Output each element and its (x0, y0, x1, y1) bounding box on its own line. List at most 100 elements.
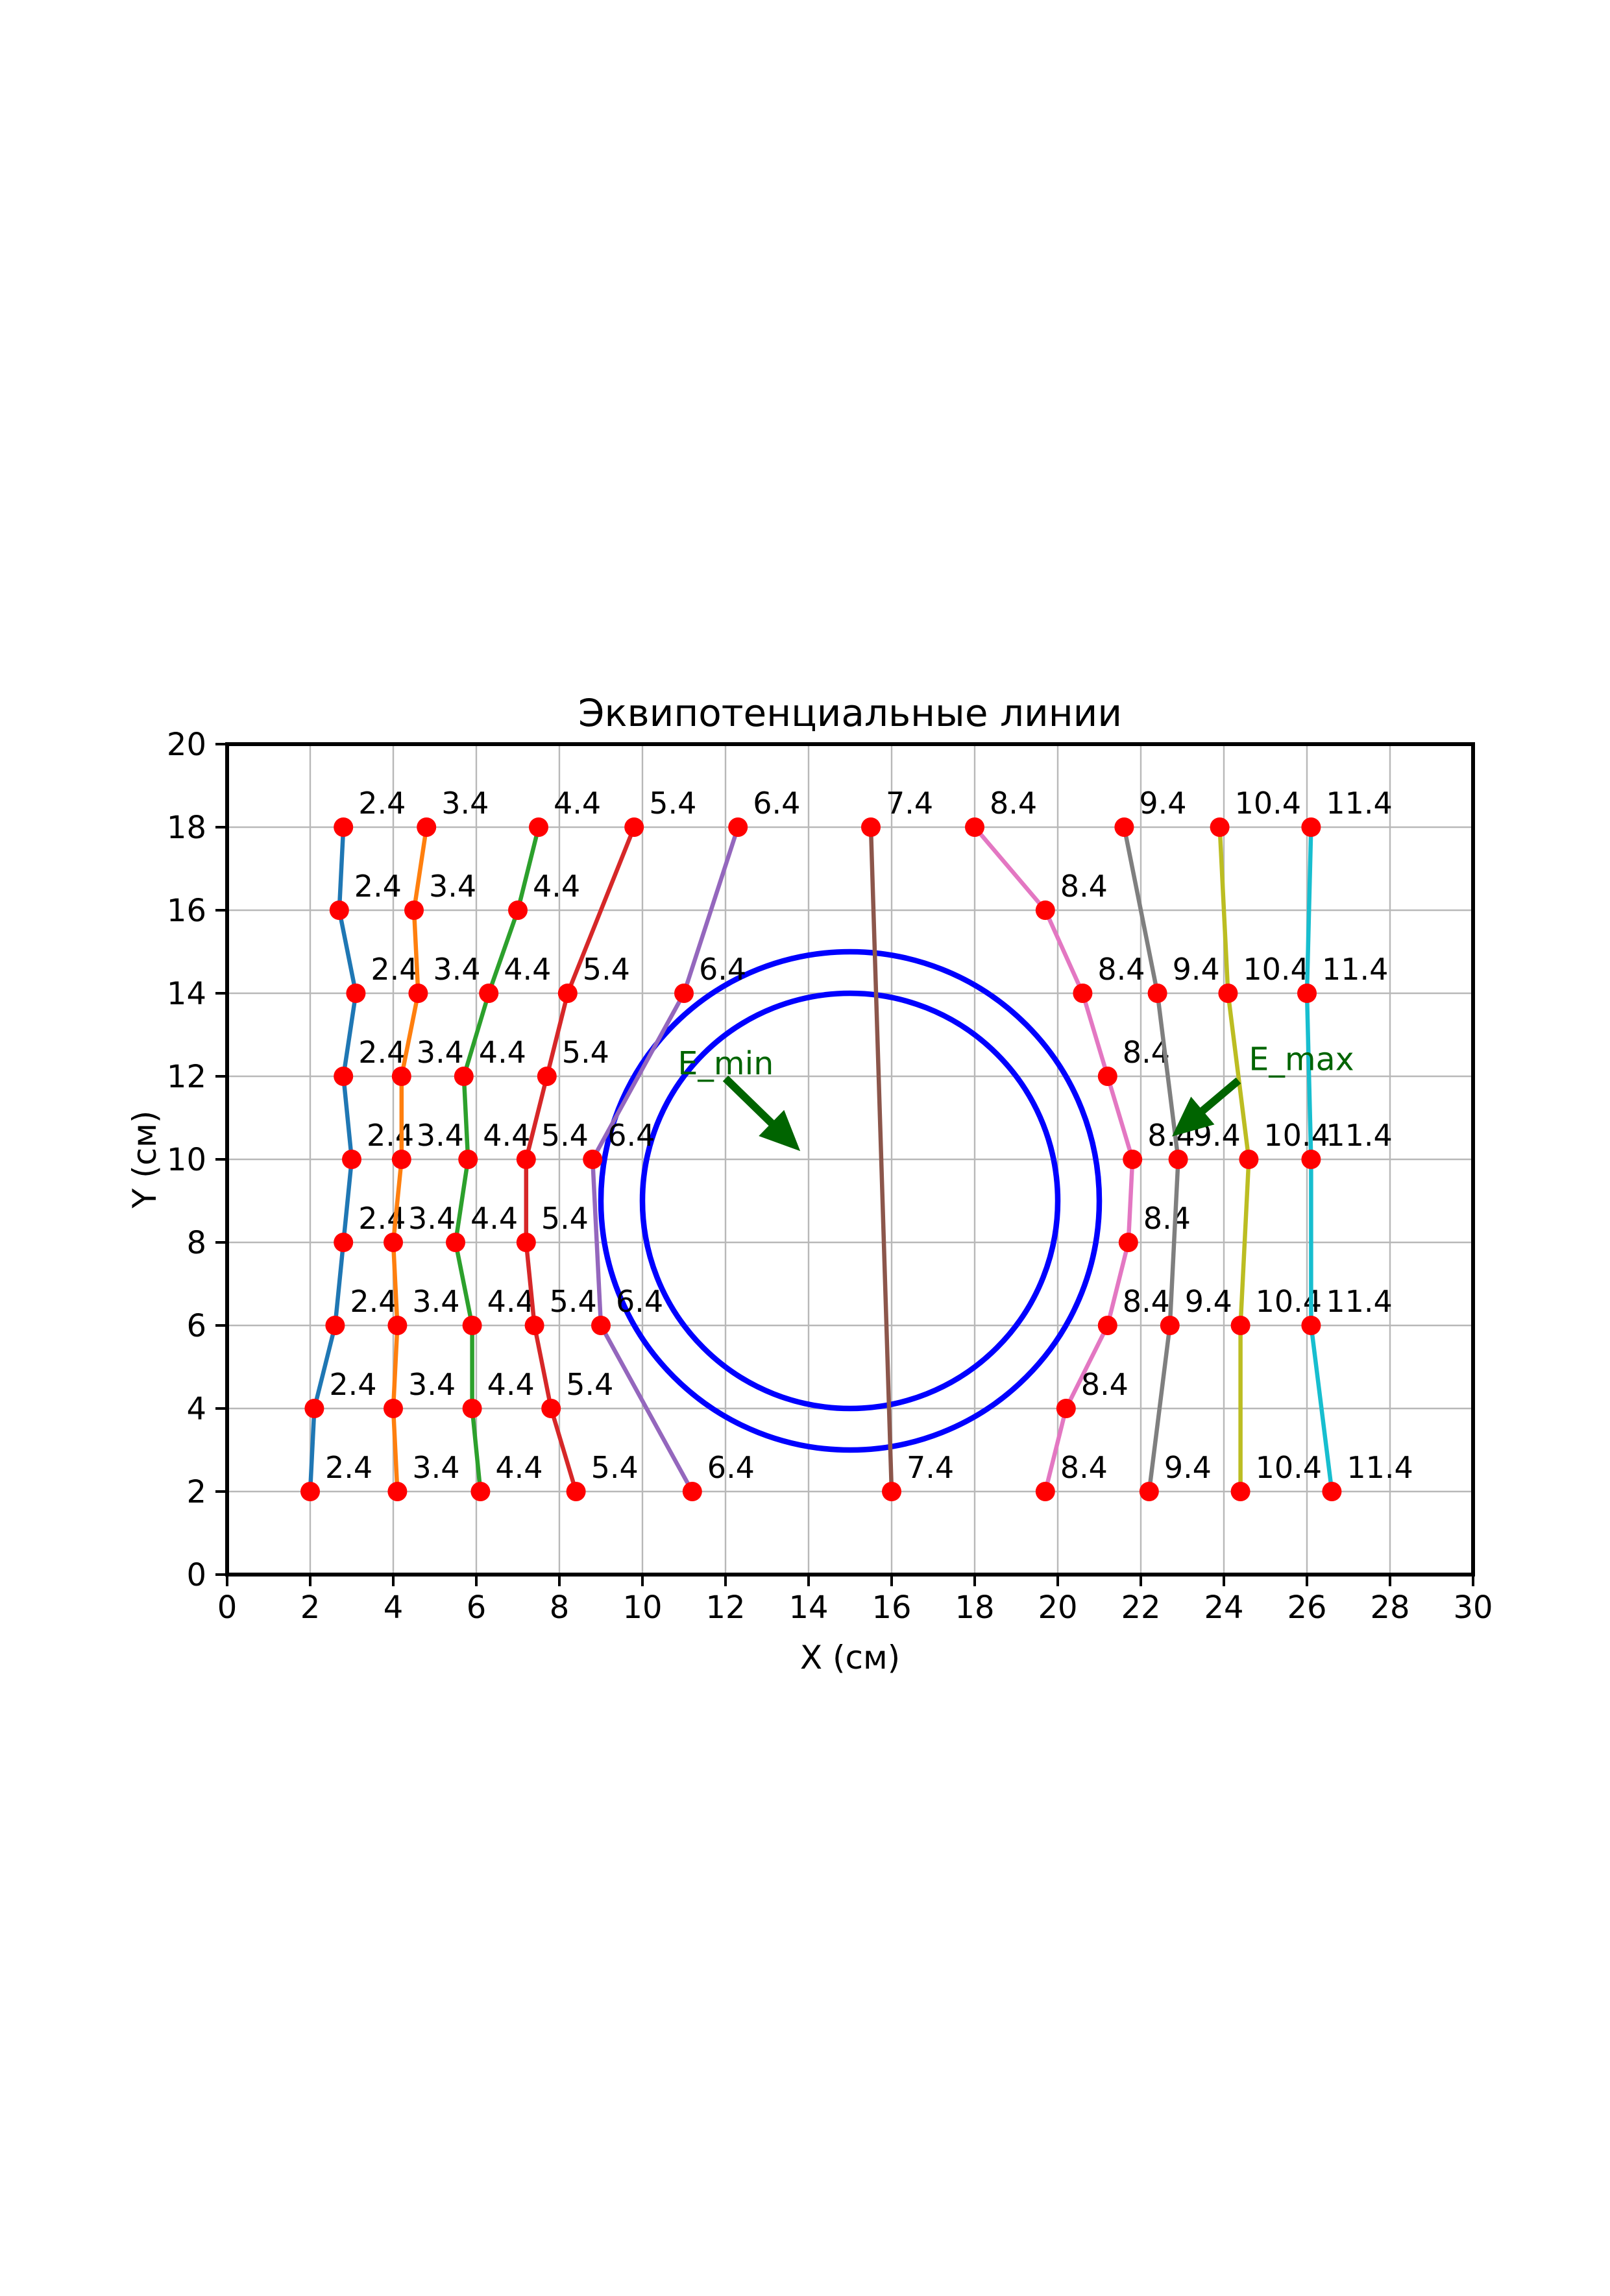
point-value-label: 3.4 (429, 869, 476, 904)
data-point (1073, 984, 1093, 1003)
series-7.4: 7.4 7.4 (861, 786, 954, 1501)
point-value-label: 8.4 (990, 786, 1037, 821)
series-6.4: 6.4 6.4 6.4 6.4 6.4 (583, 786, 800, 1501)
point-value-label: 2.4 (367, 1118, 414, 1153)
data-point (446, 1233, 465, 1252)
x-tick-label: 0 (217, 1589, 238, 1626)
series-9.4: 9.49.49.49.49.4 (1114, 786, 1241, 1501)
point-value-label: 5.4 (541, 1118, 589, 1153)
data-point (965, 817, 984, 837)
x-tick-label: 2 (300, 1589, 321, 1626)
data-point (1301, 1316, 1321, 1335)
data-point (541, 1399, 561, 1418)
annotation-label: E_min (677, 1045, 774, 1082)
plot-area-frame (225, 742, 1475, 1577)
point-value-label: 2.4 (329, 1367, 376, 1402)
series-5.4: 5.4 5.4 5.4 5.4 5.4 5.4 5.4 5.4 (516, 786, 696, 1501)
x-tick-label: 28 (1370, 1589, 1409, 1626)
data-point (300, 1482, 320, 1501)
data-point (583, 1150, 603, 1169)
x-tick-label: 4 (384, 1589, 404, 1626)
point-value-label: 11.4 (1322, 952, 1388, 987)
point-value-label: 8.4 (1060, 1450, 1108, 1485)
data-point (1035, 900, 1055, 920)
point-value-label: 3.4 (408, 1367, 456, 1402)
y-tick-label: 8 (186, 1225, 206, 1261)
data-point (861, 817, 881, 837)
series-lines: 2.42.42.42.42.42.42.42.42.43.43.43.43.43… (300, 786, 1413, 1501)
point-value-label: 2.4 (350, 1284, 397, 1319)
point-value-label: 2.4 (358, 1035, 406, 1070)
equipotential-line (868, 827, 894, 1492)
data-point (1035, 1482, 1055, 1501)
x-tick-label: 12 (705, 1589, 745, 1626)
point-value-label: 9.4 (1185, 1284, 1232, 1319)
data-point (1097, 1316, 1117, 1335)
data-point (462, 1399, 482, 1418)
point-value-label: 2.4 (354, 869, 402, 904)
data-point (537, 1067, 557, 1086)
equipotential-line (524, 826, 637, 1492)
point-value-label: 4.4 (504, 952, 551, 987)
y-tick-label: 4 (186, 1391, 206, 1427)
point-value-label: 5.4 (583, 952, 630, 987)
point-value-label: 9.4 (1139, 786, 1186, 821)
point-value-label: 5.4 (649, 786, 696, 821)
data-point (557, 984, 578, 1003)
point-value-label: 3.4 (412, 1284, 459, 1319)
x-axis-label: X (см) (800, 1639, 900, 1676)
data-point (391, 1150, 411, 1169)
point-value-label: 8.4 (1123, 1284, 1170, 1319)
y-tick-label: 14 (167, 976, 206, 1012)
electrode-circle (598, 949, 1103, 1453)
point-value-label: 10.4 (1235, 786, 1301, 821)
figure: 2.4 2.4 2.4 2.4 2.4 2.4 2.4 2.4 2.4 3.4 3.4 3.4 3.4 3… (26, 10, 1610, 2286)
series-3.4: 3.4 3.4 3.4 3.4 3.4 3.4 3.4 3.4 3.4 (384, 786, 489, 1501)
point-value-label: 6.4 (607, 1118, 655, 1153)
data-point (1322, 1482, 1342, 1501)
point-value-label: 8.4 (1060, 869, 1108, 904)
data-point (391, 1067, 411, 1086)
data-point (384, 1233, 403, 1252)
point-value-label: 6.4 (699, 952, 746, 987)
y-tick-label: 2 (186, 1474, 206, 1510)
series-10.4: 10.410.410.410.410.4 (1210, 786, 1330, 1501)
data-point (882, 1482, 901, 1501)
point-value-label: 5.4 (550, 1284, 597, 1319)
point-value-label: 9.4 (1164, 1450, 1212, 1485)
data-point (529, 817, 548, 837)
point-value-label: 10.4 (1243, 952, 1309, 987)
data-point (479, 984, 499, 1003)
data-point (325, 1316, 345, 1335)
data-point (387, 1316, 408, 1335)
data-point (1114, 817, 1134, 837)
data-point (674, 984, 694, 1003)
data-point (591, 1316, 611, 1335)
point-value-label: 3.4 (408, 1201, 456, 1236)
x-tick-label: 6 (467, 1589, 487, 1626)
data-point (334, 817, 354, 837)
point-value-label: 11.4 (1347, 1450, 1413, 1485)
data-point (334, 1067, 354, 1086)
data-point (458, 1150, 478, 1169)
annotation-arrow-head (759, 1109, 801, 1152)
point-value-label: 11.4 (1326, 1118, 1392, 1153)
x-tick-label: 10 (622, 1589, 662, 1626)
data-point (408, 984, 428, 1003)
data-point (384, 1399, 403, 1418)
point-value-label: 7.4 (907, 1450, 954, 1485)
data-point (334, 1233, 354, 1252)
point-value-label: 2.4 (358, 786, 406, 821)
point-value-label: 9.4 (1173, 952, 1220, 987)
point-value-label: 5.4 (562, 1035, 609, 1070)
annotation-E_min: E_min (677, 1045, 801, 1152)
y-tick-label: 18 (167, 810, 206, 846)
x-tick-label: 30 (1453, 1589, 1493, 1626)
point-value-label: 3.4 (441, 786, 489, 821)
point-value-label: 3.4 (433, 952, 480, 987)
series-2.4: 2.42.42.42.42.42.42.42.42.4 (300, 786, 419, 1501)
point-value-label: 4.4 (487, 1284, 535, 1319)
point-value-label: 5.4 (591, 1450, 639, 1485)
point-value-label: 7.4 (886, 786, 933, 821)
x-tick-label: 18 (955, 1589, 994, 1626)
